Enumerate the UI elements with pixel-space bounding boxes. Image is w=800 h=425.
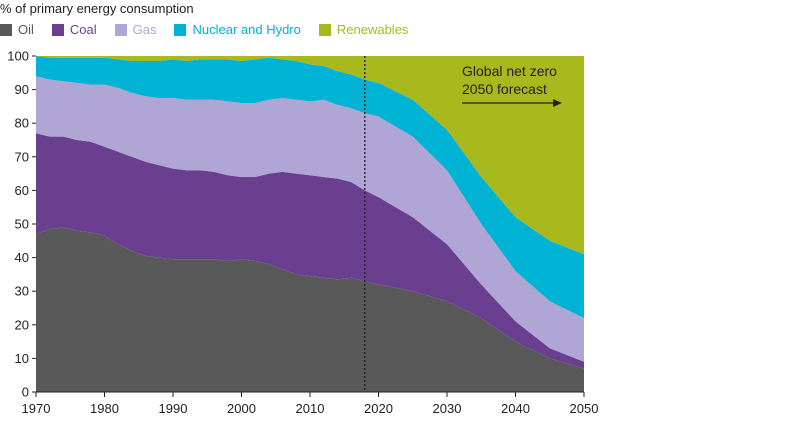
legend-label-renewables: Renewables bbox=[336, 22, 409, 37]
x-tick-label: 2030 bbox=[433, 401, 462, 416]
x-tick-label: 1980 bbox=[90, 401, 119, 416]
legend-item-coal: Coal bbox=[51, 22, 97, 37]
y-tick-label: 20 bbox=[15, 317, 29, 332]
legend-item-oil: Oil bbox=[0, 22, 34, 37]
y-tick-label: 0 bbox=[22, 385, 29, 400]
legend-swatch-gas bbox=[114, 23, 127, 36]
legend-item-gas: Gas bbox=[114, 22, 157, 37]
legend-swatch-renewables bbox=[318, 23, 331, 36]
annotation-line: 2050 forecast bbox=[462, 81, 547, 97]
y-tick-label: 80 bbox=[15, 116, 29, 131]
x-tick-label: 1990 bbox=[159, 401, 188, 416]
y-tick-label: 100 bbox=[7, 49, 29, 64]
legend-swatch-nuclear-and-hydro bbox=[174, 23, 187, 36]
y-axis-label: % of primary energy consumption bbox=[0, 1, 194, 16]
x-tick-label: 2050 bbox=[570, 401, 599, 416]
y-tick-label: 60 bbox=[15, 183, 29, 198]
area-nuclear-and-hydro bbox=[36, 56, 584, 319]
area-gas bbox=[36, 76, 584, 362]
y-tick-label: 30 bbox=[15, 284, 29, 299]
legend-item-renewables: Renewables bbox=[318, 22, 409, 37]
x-tick-label: 2020 bbox=[364, 401, 393, 416]
legend-label-oil: Oil bbox=[18, 22, 34, 37]
legend: Oil Coal Gas Nuclear and Hydro Renewables bbox=[0, 22, 426, 37]
y-tick-label: 70 bbox=[15, 149, 29, 164]
legend-label-nuclear-and-hydro: Nuclear and Hydro bbox=[192, 22, 301, 37]
legend-swatch-oil bbox=[0, 23, 12, 36]
area-renewables bbox=[36, 56, 584, 255]
x-tick-label: 2000 bbox=[227, 401, 256, 416]
x-tick-label: 2010 bbox=[296, 401, 325, 416]
annotation-line: Global net zero bbox=[462, 63, 557, 79]
y-tick-label: 90 bbox=[15, 82, 29, 97]
y-tick-label: 50 bbox=[15, 217, 29, 232]
area-oil bbox=[36, 227, 584, 392]
x-tick-label: 1970 bbox=[22, 401, 51, 416]
annotation-arrow-head bbox=[553, 99, 562, 107]
legend-label-gas: Gas bbox=[132, 22, 157, 37]
area-coal bbox=[36, 133, 584, 369]
x-tick-label: 2040 bbox=[501, 401, 530, 416]
legend-swatch-coal bbox=[51, 23, 64, 36]
legend-item-nuclear-and-hydro: Nuclear and Hydro bbox=[174, 22, 301, 37]
y-tick-label: 40 bbox=[15, 250, 29, 265]
y-tick-label: 10 bbox=[15, 351, 29, 366]
legend-label-coal: Coal bbox=[69, 22, 97, 37]
